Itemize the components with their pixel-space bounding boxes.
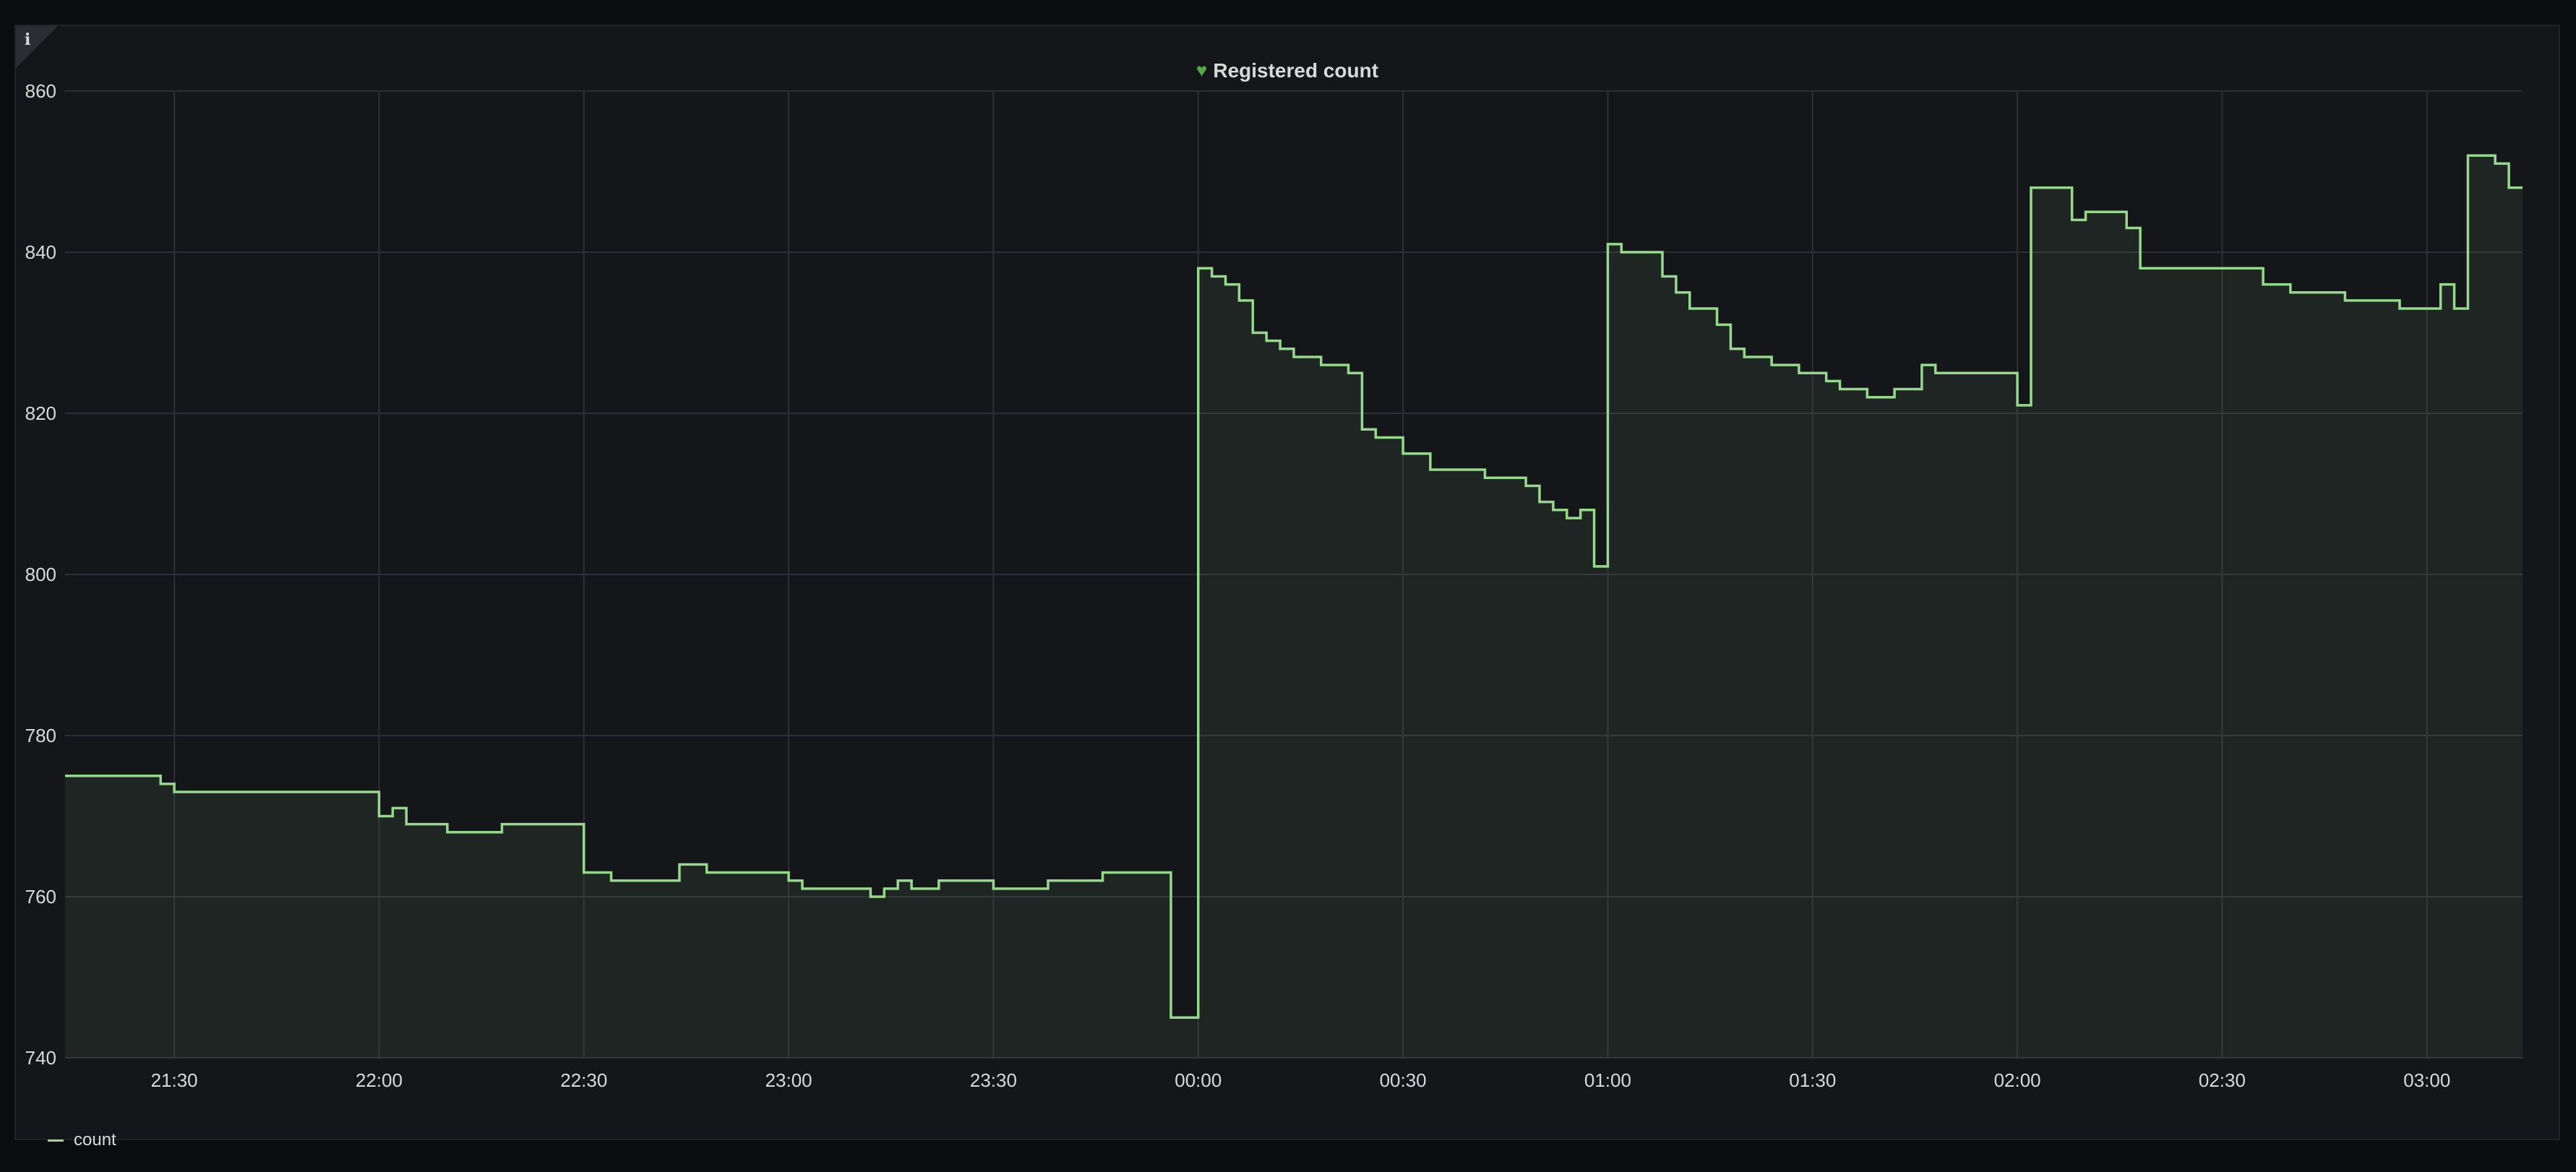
x-tick-label: 00:30 [1380,1069,1427,1091]
panel-info-corner[interactable] [16,26,58,68]
series-area-count [65,155,2523,1059]
x-tick-label: 00:00 [1175,1069,1222,1091]
panel-header[interactable]: ♥ Registered count [16,58,2559,83]
series-line-count [65,154,2523,1019]
y-tick-label: 800 [25,564,56,585]
y-tick-label: 860 [25,80,56,102]
y-tick-label: 760 [25,886,56,908]
x-tick-label: 02:00 [1994,1069,2041,1091]
legend-swatch-count [48,1139,64,1142]
x-tick-label: 22:30 [560,1069,607,1091]
y-tick-label: 740 [25,1047,56,1069]
x-tick-label: 01:00 [1584,1069,1631,1091]
legend[interactable]: count [48,1130,116,1150]
chart-panel: i ♥ Registered count 740 760 780 800 820 840 86… [14,25,2560,1150]
x-tick-label: 01:30 [1789,1069,1836,1091]
info-icon[interactable]: i [25,30,31,49]
x-tick-label: 21:30 [151,1069,198,1091]
y-tick-label: 780 [25,725,56,746]
x-tick-label: 22:00 [356,1069,403,1091]
x-tick-label: 23:30 [970,1069,1017,1091]
x-tick-label: 02:30 [2199,1069,2246,1091]
chart-canvas[interactable]: 740 760 780 800 820 840 860 21:30 22:00 22:30 23:0… [14,25,2560,1140]
y-tick-label: 820 [25,402,56,424]
y-tick-label: 840 [25,241,56,263]
heart-icon: ♥ [1195,59,1208,81]
panel-title: Registered count [1213,59,1379,82]
x-tick-label: 23:00 [765,1069,812,1091]
legend-label-count[interactable]: count [74,1130,116,1150]
x-tick-label: 03:00 [2403,1069,2450,1091]
